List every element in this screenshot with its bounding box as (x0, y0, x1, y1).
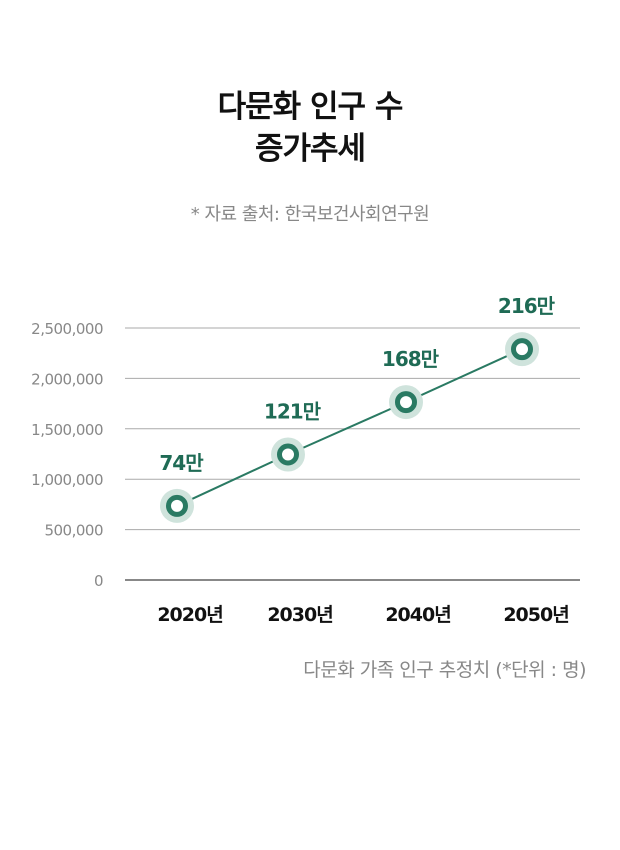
title-line-2: 증가추세 (254, 131, 366, 167)
data-label: 216만 (498, 294, 556, 318)
y-tick-label: 1,000,000 (31, 471, 103, 489)
x-tick-label: 2040년 (385, 604, 450, 626)
data-label: 168만 (382, 347, 440, 371)
line-chart: 0 500,000 1,000,000 1,500,000 2,000,000 2,500… (31, 294, 580, 626)
data-point (395, 391, 417, 414)
x-tick-label: 2050년 (503, 604, 568, 626)
x-tick-label: 2020년 (157, 604, 222, 626)
x-tick-label: 2030년 (267, 604, 332, 626)
data-label: 74만 (159, 451, 204, 475)
y-tick-label: 0 (94, 572, 103, 590)
data-point (277, 443, 299, 466)
title-line-1: 다문화 인구 수 (217, 89, 404, 125)
y-tick-label: 500,000 (44, 522, 103, 540)
y-tick-label: 2,000,000 (31, 370, 103, 388)
chart-caption: 다문화 가족 인구 추정치 (*단위 : 명) (303, 659, 586, 681)
source-note: * 자료 출처: 한국보건사회연구원 (190, 204, 430, 225)
series-line (176, 348, 523, 507)
data-point (166, 494, 188, 517)
chart-title: 다문화 인구 수 증가추세 (0, 86, 620, 170)
data-label: 121만 (264, 400, 322, 424)
y-tick-label: 2,500,000 (31, 320, 103, 338)
y-tick-label: 1,500,000 (31, 421, 103, 439)
data-point (511, 338, 533, 361)
